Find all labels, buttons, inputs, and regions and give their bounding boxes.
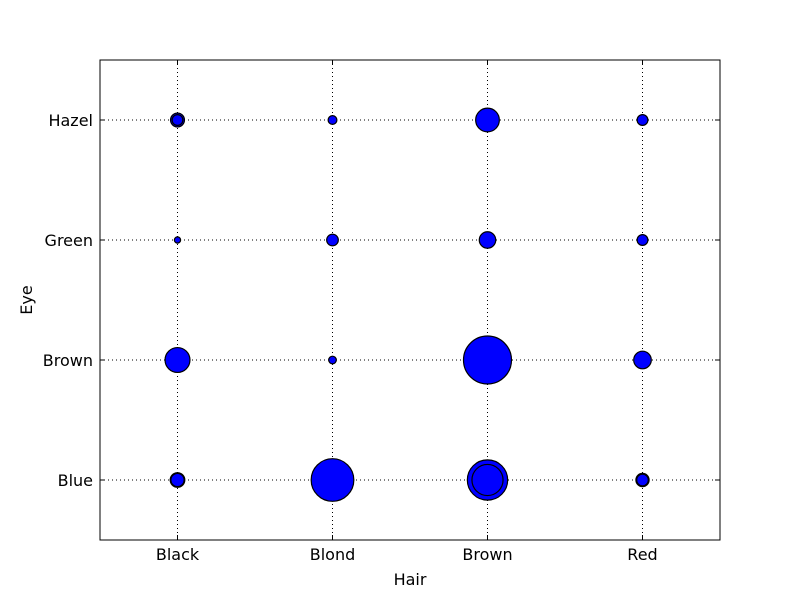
bubble-blond-green (326, 233, 339, 247)
x-tick-label: Red (627, 545, 657, 564)
bubble-brown-hazel (475, 107, 500, 133)
y-tick-label: Brown (43, 351, 93, 370)
x-tick-label: Blond (310, 545, 356, 564)
y-axis-label: Eye (17, 285, 36, 314)
grid-lines (100, 60, 720, 540)
bubble-blond-blue (310, 458, 355, 502)
bubble-blond-brown (328, 355, 337, 365)
bubble-red-hazel (636, 114, 649, 126)
bubble-black-green (173, 236, 182, 244)
y-tick-label: Blue (58, 471, 93, 490)
bubble-brown-brown (462, 335, 513, 385)
bubble-brown-green (478, 231, 497, 249)
x-axis-label: Hair (394, 570, 427, 589)
bubbles (164, 107, 652, 502)
x-tick-label: Brown (462, 545, 512, 564)
axis-ticks (100, 60, 720, 540)
bubble-brown-blue (471, 463, 504, 497)
x-tick-label: Black (156, 545, 200, 564)
bubble-red-blue (636, 473, 649, 487)
y-tick-labels: Blue Brown Green Hazel (43, 111, 93, 490)
bubble-red-green (636, 234, 649, 246)
y-tick-label: Green (45, 231, 93, 250)
bubble-red-brown (633, 350, 652, 370)
x-tick-labels: Black Blond Brown Red (156, 545, 658, 564)
bubble-black-brown (164, 346, 191, 374)
y-tick-label: Hazel (48, 111, 93, 130)
bubble-blond-hazel (327, 114, 338, 125)
plot-area-frame (99, 59, 721, 541)
bubble-black-blue (170, 472, 185, 488)
bubble-black-hazel (171, 114, 184, 126)
